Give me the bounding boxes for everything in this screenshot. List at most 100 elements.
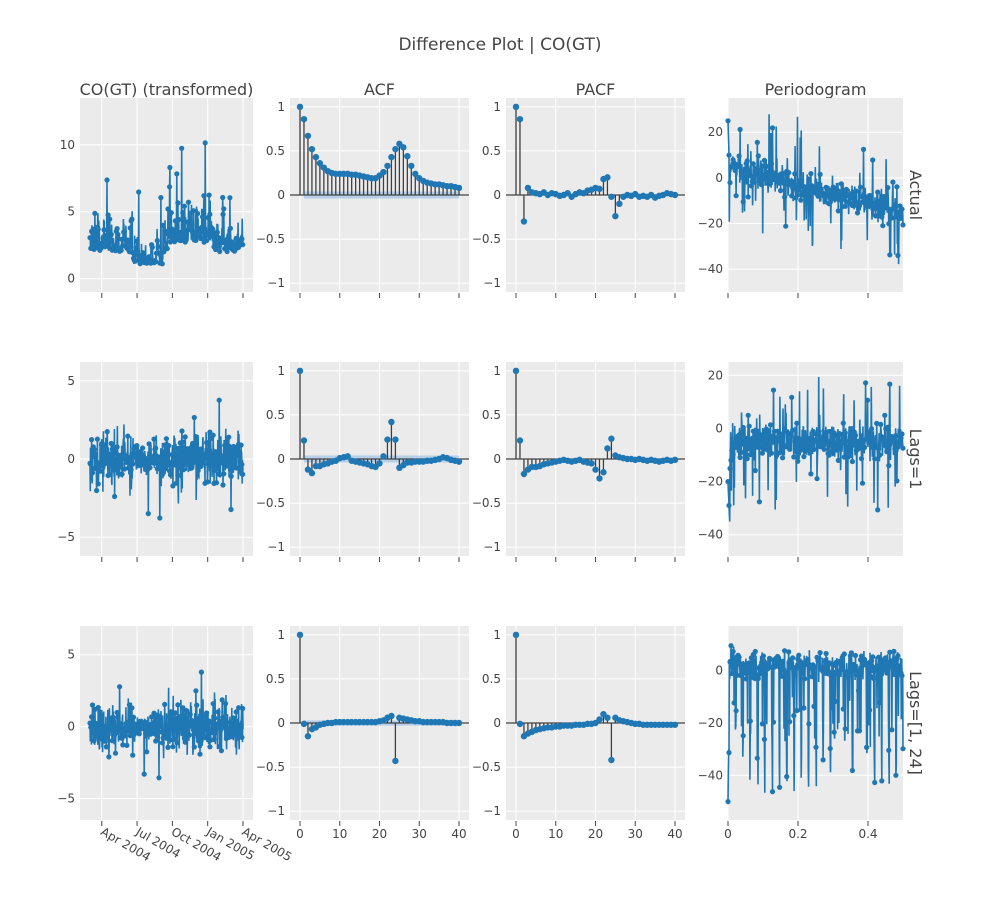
y-tick-label: −5 (57, 530, 75, 544)
pacf-point (604, 445, 611, 452)
acf-point (384, 162, 391, 170)
y-tick-label: 0 (67, 452, 75, 466)
y-tick-label: −20 (698, 475, 723, 489)
acf-point (296, 103, 304, 111)
y-tick-label: 0 (67, 272, 75, 286)
acf-point (316, 160, 324, 167)
series-point (197, 751, 203, 757)
y-tick-label: −0.5 (472, 496, 501, 510)
x-tick-label: 40 (451, 827, 466, 841)
pacf-point (512, 367, 520, 375)
x-tick-label: 0 (296, 827, 304, 841)
y-tick-label: −0.5 (256, 760, 285, 774)
panel-r0-c2: −1 −0.5 0 0.5 1 (472, 98, 685, 298)
series-point (156, 775, 162, 781)
pacf-point (596, 716, 603, 723)
acf-point (308, 469, 316, 477)
y-tick-label: −20 (698, 716, 723, 730)
y-tick-label: 0 (493, 716, 501, 730)
y-tick-label: 5 (67, 648, 75, 662)
x-tick-label: 20 (372, 827, 387, 841)
x-tick-label: 30 (628, 827, 643, 841)
pacf-point (516, 115, 524, 123)
x-tick-label: 0 (724, 827, 732, 841)
acf-point (455, 719, 463, 727)
y-tick-label: −5 (57, 791, 75, 805)
pacf-point (512, 103, 520, 111)
y-tick-label: 0.5 (482, 672, 501, 686)
y-tick-label: −1 (267, 540, 285, 554)
acf-point (408, 162, 415, 170)
x-tick-label: 10 (332, 827, 347, 841)
panel-r1-c2: −1 −0.5 0 0.5 1 (472, 362, 685, 562)
y-tick-label: −0.5 (472, 232, 501, 246)
y-tick-label: 0.5 (482, 144, 501, 158)
pacf-point (608, 756, 615, 764)
acf-point (392, 436, 399, 443)
y-tick-label: −1 (267, 804, 285, 818)
pacf-point (608, 435, 615, 442)
series-line (89, 400, 244, 519)
periodogram-point (777, 784, 783, 790)
y-tick-label: −1 (267, 276, 285, 290)
pacf-point (592, 466, 599, 473)
y-tick-label: 1 (493, 628, 501, 642)
y-tick-label: 0 (493, 452, 501, 466)
acf-point (392, 757, 399, 765)
acf-point (388, 712, 395, 720)
y-tick-label: 20 (708, 125, 723, 139)
x-tick-label: 30 (412, 827, 427, 841)
acf-point (376, 460, 383, 467)
x-tick-label: 20 (588, 827, 603, 841)
y-tick-label: 0.5 (266, 144, 285, 158)
acf-point (455, 184, 463, 192)
panel-r1-c0: −5 0 5 (57, 362, 253, 562)
pacf-point (616, 200, 623, 208)
pacf-point (600, 469, 607, 476)
y-tick-label: −0.5 (256, 232, 285, 246)
y-tick-label: −1 (483, 804, 501, 818)
panel-background (80, 98, 253, 292)
pacf-point (516, 437, 524, 444)
acf-point (304, 733, 312, 740)
y-tick-label: 5 (67, 374, 75, 388)
y-tick-label: 0 (277, 188, 285, 202)
panel-r0-c3: −40 −20 0 20 (698, 98, 906, 298)
acf-point (412, 170, 419, 178)
y-tick-label: 0 (67, 720, 75, 734)
pacf-point (604, 174, 611, 181)
series-point (170, 744, 176, 750)
column-title-3: Periodogram (765, 80, 867, 99)
periodogram-line (727, 376, 904, 522)
y-tick-label: 0 (493, 188, 501, 202)
acf-point (296, 631, 304, 639)
row-title-0: Actual (906, 170, 925, 220)
y-tick-label: −1 (483, 540, 501, 554)
y-tick-label: 0.5 (266, 672, 285, 686)
y-tick-label: 1 (277, 628, 285, 642)
x-tick-label: 0 (512, 827, 520, 841)
column-title-1: ACF (364, 80, 395, 99)
y-tick-label: 10 (60, 138, 75, 152)
panel-r0-c0: 0 5 10 (60, 98, 253, 298)
acf-point (404, 153, 411, 160)
pacf-point (612, 212, 619, 220)
x-tick-label: 0.2 (788, 827, 807, 841)
panel-r2-c1: −1−0.500.510 10 20 30 40 (256, 626, 469, 841)
pacf-point (596, 475, 603, 482)
acf-point (344, 453, 351, 460)
y-tick-label: 0.5 (266, 408, 285, 422)
pacf-point (671, 456, 679, 464)
acf-point (304, 132, 312, 140)
y-tick-label: 1 (277, 100, 285, 114)
x-tick-label: 0.4 (858, 827, 877, 841)
column-title-2: PACF (576, 80, 616, 99)
pacf-point (588, 460, 595, 467)
y-tick-label: −0.5 (472, 760, 501, 774)
periodogram-point (900, 746, 906, 752)
y-tick-label: 0 (715, 171, 723, 185)
panel-r2-c2: −1−0.500.510 10 20 30 40 (472, 626, 685, 841)
series-point (130, 752, 136, 758)
acf-point (300, 720, 308, 728)
